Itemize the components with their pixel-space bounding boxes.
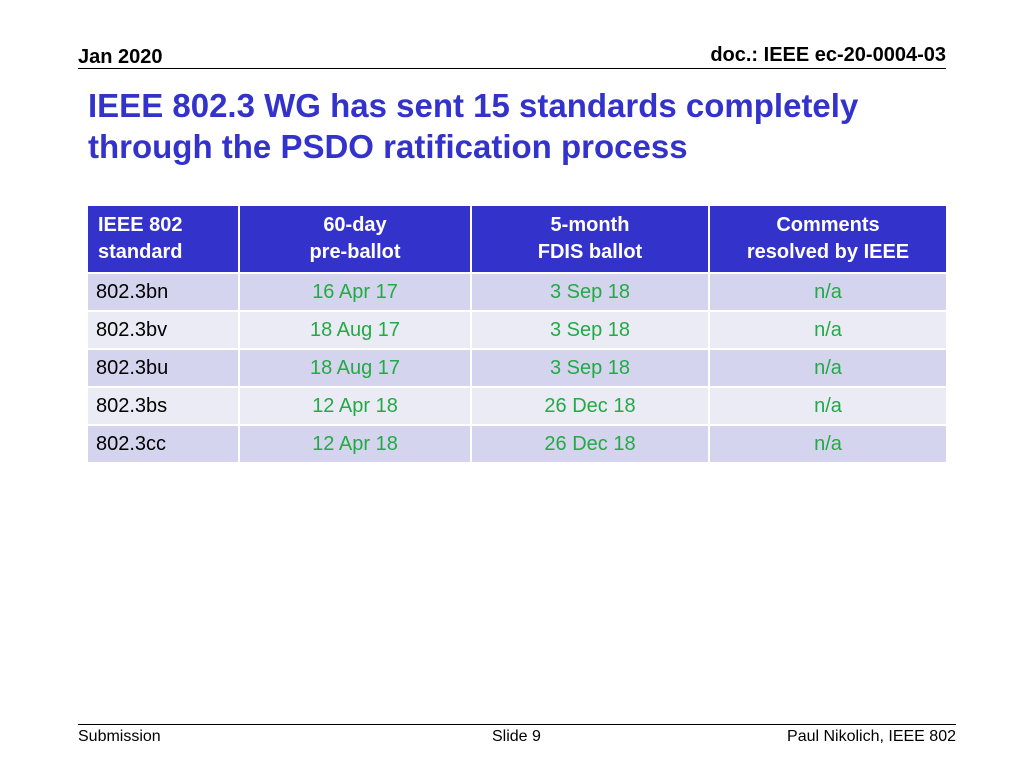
standard-cell: 802.3bu (86, 348, 240, 388)
table-row: 802.3bu 18 Aug 17 3 Sep 18 n/a (86, 348, 948, 388)
column-header-line: IEEE 802 (98, 214, 183, 236)
standard-cell: 802.3bv (86, 310, 240, 350)
column-header-line: 60-day (323, 214, 387, 236)
comments-cell: n/a (708, 424, 948, 464)
column-header-line: Comments (776, 214, 880, 236)
pre-ballot-cell: 16 Apr 17 (238, 272, 472, 312)
column-header-line: pre-ballot (309, 241, 401, 263)
column-header-line: resolved by IEEE (746, 241, 910, 263)
header-date: Jan 2020 (78, 46, 163, 68)
fdis-ballot-cell: 26 Dec 18 (470, 386, 710, 426)
standard-cell: 802.3bs (86, 386, 240, 426)
table-header-row: IEEE 802 standard 60-day pre-ballot 5-mont… (86, 204, 948, 274)
table-row: 802.3cc 12 Apr 18 26 Dec 18 n/a (86, 424, 948, 464)
footer-submission: Submission (78, 728, 161, 745)
standard-cell: 802.3cc (86, 424, 240, 464)
header-divider (78, 68, 946, 69)
table-row: 802.3bs 12 Apr 18 26 Dec 18 n/a (86, 386, 948, 426)
footer-divider (78, 724, 956, 725)
pre-ballot-cell: 18 Aug 17 (238, 348, 472, 388)
fdis-ballot-cell: 3 Sep 18 (470, 310, 710, 350)
slide-title: IEEE 802.3 WG has sent 15 standards comp… (88, 87, 859, 165)
pre-ballot-cell: 12 Apr 18 (238, 424, 472, 464)
standards-table: IEEE 802 standard 60-day pre-ballot 5-mont… (86, 204, 948, 464)
table-row: 802.3bv 18 Aug 17 3 Sep 18 n/a (86, 310, 948, 350)
comments-cell: n/a (708, 386, 948, 426)
pre-ballot-cell: 12 Apr 18 (238, 386, 472, 426)
document-id: doc.: IEEE ec-20-0004-03 (710, 44, 946, 66)
fdis-ballot-cell: 3 Sep 18 (470, 348, 710, 388)
column-header-fdis-ballot: 5-month FDIS ballot (470, 204, 710, 274)
fdis-ballot-cell: 3 Sep 18 (470, 272, 710, 312)
comments-cell: n/a (708, 310, 948, 350)
pre-ballot-cell: 18 Aug 17 (238, 310, 472, 350)
column-header-pre-ballot: 60-day pre-ballot (238, 204, 472, 274)
column-header-line: 5-month (550, 214, 630, 236)
standard-cell: 802.3bn (86, 272, 240, 312)
column-header-line: standard (98, 241, 183, 263)
footer-author: Paul Nikolich, IEEE 802 (787, 728, 956, 745)
table-row: 802.3bn 16 Apr 17 3 Sep 18 n/a (86, 272, 948, 312)
column-header-comments: Comments resolved by IEEE (708, 204, 948, 274)
column-header-standard: IEEE 802 standard (86, 204, 240, 274)
column-header-line: FDIS ballot (537, 241, 643, 263)
slide-number: Slide 9 (492, 728, 541, 745)
comments-cell: n/a (708, 272, 948, 312)
comments-cell: n/a (708, 348, 948, 388)
fdis-ballot-cell: 26 Dec 18 (470, 424, 710, 464)
